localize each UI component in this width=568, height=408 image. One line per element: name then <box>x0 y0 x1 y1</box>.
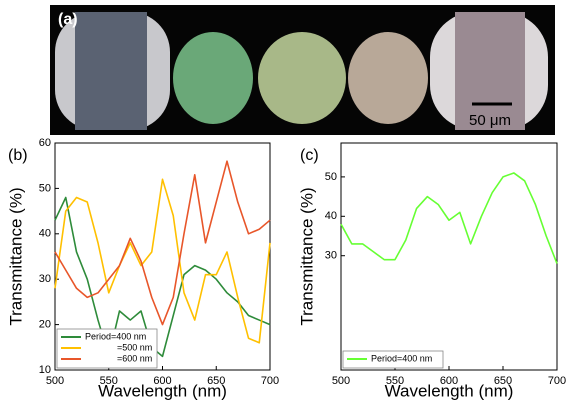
disk <box>348 32 428 124</box>
x-tick-label: 500 <box>46 375 64 387</box>
plot-frame <box>341 143 557 370</box>
y-tick-label: 60 <box>39 137 51 149</box>
x-tick-label: 700 <box>261 375 279 387</box>
y-tick-label: 30 <box>39 273 51 285</box>
y-tick-label: 20 <box>39 319 51 331</box>
micrograph: (a) 50 μm <box>50 5 555 135</box>
y-tick-label: 50 <box>325 171 337 183</box>
scale-bar-label: 50 μm <box>469 112 511 129</box>
y-axis-label: Transmittance (%) <box>297 187 316 325</box>
y-tick-label: 40 <box>39 228 51 240</box>
panel-label: (c) <box>300 147 319 164</box>
y-tick-label: 30 <box>325 250 337 262</box>
panel-label: (b) <box>8 147 28 164</box>
x-tick-label: 700 <box>548 375 566 387</box>
y-tick-label: 40 <box>325 210 337 222</box>
y-tick-label: 10 <box>39 364 51 376</box>
legend-label: Period=400 nm <box>371 353 432 363</box>
disk <box>258 32 346 124</box>
panel-label: (a) <box>58 11 78 28</box>
legend-label: =500 nm <box>117 342 152 352</box>
x-tick-label: 500 <box>332 375 350 387</box>
x-axis-label: Wavelength (nm) <box>98 381 227 400</box>
y-tick-label: 50 <box>39 182 51 194</box>
figure: (a) 50 μm 500550600650700102030405060Wav… <box>0 0 568 403</box>
y-axis-label: Transmittance (%) <box>6 187 25 325</box>
grating <box>75 12 147 130</box>
legend-label: Period=400 nm <box>85 331 146 341</box>
disk <box>173 32 253 124</box>
x-axis-label: Wavelength (nm) <box>385 381 514 400</box>
series-line <box>341 173 557 264</box>
legend-label: =600 nm <box>117 353 152 363</box>
